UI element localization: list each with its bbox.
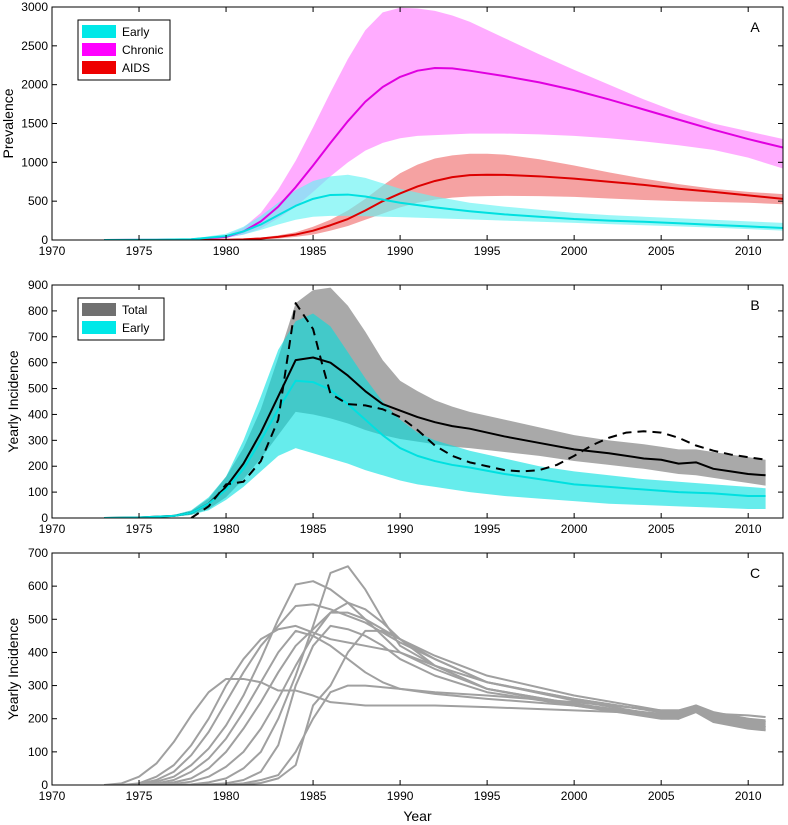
x-tick-label: 2010 xyxy=(735,244,762,258)
early-band xyxy=(104,313,766,518)
panel-b-yearly-incidence-chart: 1970 1975 1980 1985 1990 1995 2000 2005 2010 0 100… xyxy=(5,278,784,536)
x-tick-label: 1970 xyxy=(39,244,66,258)
x-tick-label: 2005 xyxy=(648,244,675,258)
chronic-swatch xyxy=(82,43,116,56)
y-tick-label: 400 xyxy=(28,645,48,659)
y-tick-label: 1000 xyxy=(21,155,48,169)
total-legend-label: Total xyxy=(122,303,147,317)
y-tick-label: 300 xyxy=(28,433,48,447)
y-tick-label: 1500 xyxy=(21,117,48,131)
y-axis-label: Yearly Incidence xyxy=(5,350,21,452)
early-swatch xyxy=(82,321,116,334)
x-tick-label: 2005 xyxy=(648,522,675,536)
y-tick-label: 200 xyxy=(28,459,48,473)
x-tick-label: 2010 xyxy=(735,522,762,536)
total-band xyxy=(104,287,766,518)
run-line-11 xyxy=(104,629,766,785)
panel-letter: B xyxy=(750,297,759,313)
early-mean-line xyxy=(104,379,766,518)
y-tick-label: 700 xyxy=(28,546,48,560)
x-tick-label: 1975 xyxy=(126,522,153,536)
y-tick-label: 300 xyxy=(28,679,48,693)
aids-legend-label: AIDS xyxy=(122,61,150,75)
y-tick-label: 100 xyxy=(28,745,48,759)
y-tick-label: 0 xyxy=(41,778,48,792)
x-tick-label: 1980 xyxy=(213,244,240,258)
y-tick-label: 3000 xyxy=(21,0,48,14)
chronic-legend-label: Chronic xyxy=(122,43,163,57)
plot-area xyxy=(104,565,766,785)
x-tick-label: 1970 xyxy=(39,522,66,536)
y-tick-label: 100 xyxy=(28,485,48,499)
x-tick-label: 1985 xyxy=(300,244,327,258)
plot-area xyxy=(104,287,766,518)
legend: Early Chronic AIDS xyxy=(77,19,171,81)
x-tick-label: 2005 xyxy=(648,789,675,803)
x-tick-label: 1990 xyxy=(387,522,414,536)
x-tick-label: 1975 xyxy=(126,244,153,258)
y-tick-label: 2500 xyxy=(21,39,48,53)
y-tick-label: 500 xyxy=(28,194,48,208)
aids-mean-line xyxy=(104,173,783,240)
y-tick-label: 2000 xyxy=(21,78,48,92)
panel-a-prevalence-chart: 1970 1975 1980 1985 1990 1995 2000 2005 2010 0 500… xyxy=(0,0,784,258)
x-tick-label: 1970 xyxy=(39,789,66,803)
x-tick-label: 1980 xyxy=(213,522,240,536)
x-tick-label: 1990 xyxy=(387,244,414,258)
y-tick-label: 0 xyxy=(41,233,48,247)
x-tick-label: 1995 xyxy=(474,522,501,536)
aids-band xyxy=(104,153,783,240)
x-tick-label: 2010 xyxy=(735,789,762,803)
legend: Total Early xyxy=(77,297,165,341)
early-legend-label: Early xyxy=(122,321,149,335)
x-axis-label: Year xyxy=(403,808,432,824)
x-tick-label: 1995 xyxy=(474,244,501,258)
early-legend-label: Early xyxy=(122,25,149,39)
x-tick-label: 2000 xyxy=(561,522,588,536)
x-tick-label: 2000 xyxy=(561,244,588,258)
x-tick-label: 1990 xyxy=(387,789,414,803)
x-tick-label: 2000 xyxy=(561,789,588,803)
run-line-5 xyxy=(104,629,766,785)
y-tick-label: 400 xyxy=(28,407,48,421)
run-line-7 xyxy=(104,601,766,785)
y-tick-label: 500 xyxy=(28,382,48,396)
panel-letter: C xyxy=(750,565,760,581)
aids-swatch xyxy=(82,61,116,74)
x-tick-label: 1985 xyxy=(300,789,327,803)
x-tick-label: 1995 xyxy=(474,789,501,803)
panel-letter: A xyxy=(750,19,760,35)
x-tick-label: 1980 xyxy=(213,789,240,803)
run-line-3 xyxy=(104,603,766,785)
y-tick-label: 500 xyxy=(28,612,48,626)
x-tick-label: 1975 xyxy=(126,789,153,803)
y-tick-label: 700 xyxy=(28,330,48,344)
x-tick-label: 1985 xyxy=(300,522,327,536)
run-line-9 xyxy=(104,624,766,785)
y-axis-label: Yearly Incidence xyxy=(5,618,21,720)
axes-box xyxy=(51,552,784,786)
y-tick-label: 0 xyxy=(41,511,48,525)
total-swatch xyxy=(82,303,116,316)
early-mean-line xyxy=(104,193,783,240)
y-tick-label: 600 xyxy=(28,356,48,370)
y-tick-label: 800 xyxy=(28,304,48,318)
plot-area xyxy=(104,7,783,240)
y-tick-label: 900 xyxy=(28,278,48,292)
y-tick-label: 200 xyxy=(28,712,48,726)
axes-box xyxy=(51,284,784,519)
run-line-4 xyxy=(104,580,766,785)
y-axis-label: Prevalence xyxy=(0,88,16,158)
panel-c-yearly-incidence-runs-chart: 1970 1975 1980 1985 1990 1995 2000 2005 2010 0 100… xyxy=(5,546,784,824)
chronic-band xyxy=(104,7,783,240)
y-tick-label: 600 xyxy=(28,579,48,593)
early-swatch xyxy=(82,25,116,38)
dashed-line xyxy=(190,302,766,518)
